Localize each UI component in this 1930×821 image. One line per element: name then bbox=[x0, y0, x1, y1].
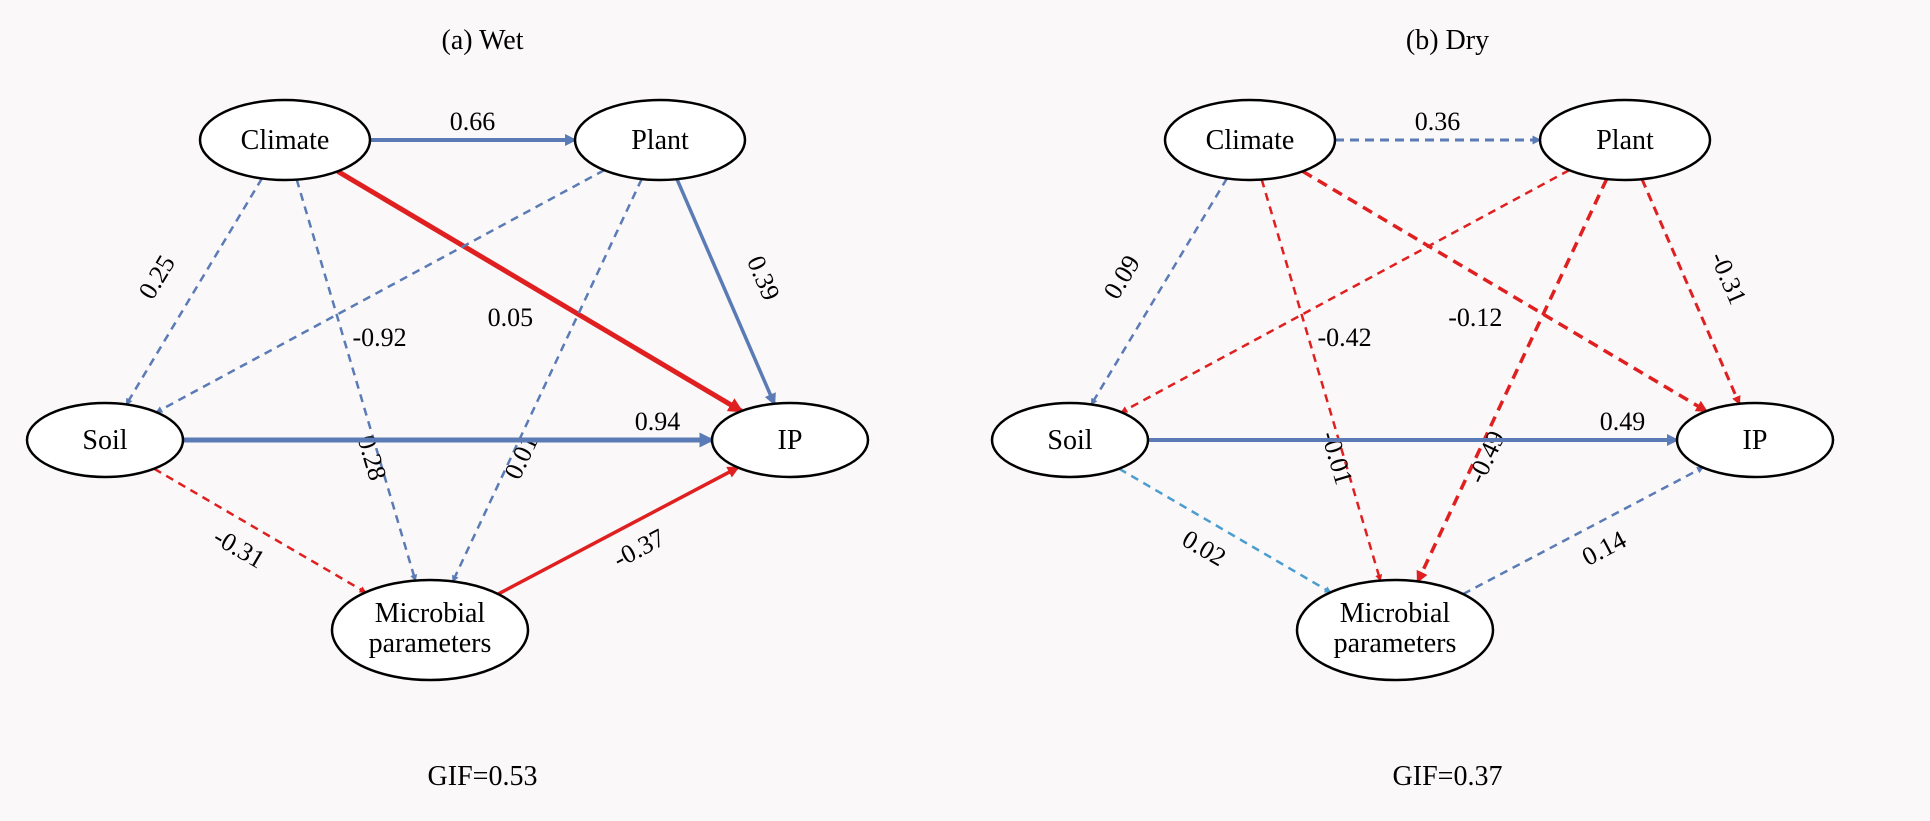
edge-label-plant-ip: 0.39 bbox=[741, 251, 786, 304]
edge-label-soil-microbial: 0.02 bbox=[1177, 524, 1231, 572]
panel-dry-gif: GIF=0.37 bbox=[965, 761, 1930, 793]
edge-label-climate-ip: -0.42 bbox=[1317, 323, 1371, 352]
node-label-plant: Plant bbox=[631, 125, 689, 156]
edges: 0.36 0.09 -0.42 -0.01 -0.31 -0.12 -0.49 0.49 0.0… bbox=[1091, 107, 1752, 594]
edge-label-plant-soil: -0.12 bbox=[1448, 303, 1502, 332]
edge-climate-microbial bbox=[1262, 180, 1381, 581]
edge-label-plant-ip: -0.31 bbox=[1704, 247, 1752, 308]
edge-climate-ip bbox=[338, 171, 742, 411]
node-label-microbial: Microbialparameters bbox=[369, 598, 492, 659]
edge-plant-microbial bbox=[1418, 179, 1607, 581]
edge-label-plant-soil: 0.05 bbox=[488, 303, 534, 332]
diagram-container: (a) Wet 0.660.25-0.920.280.390.050.010.9… bbox=[0, 0, 1930, 821]
edge-microbial-ip bbox=[498, 468, 738, 595]
edge-label-climate-soil: 0.25 bbox=[133, 250, 181, 304]
edge-label-climate-ip: -0.92 bbox=[352, 323, 406, 352]
edge-climate-ip bbox=[1303, 171, 1707, 411]
node-label-soil: Soil bbox=[1047, 425, 1092, 456]
edge-label-soil-ip: 0.94 bbox=[635, 407, 681, 436]
edge-label-soil-microbial: -0.31 bbox=[208, 522, 269, 574]
node-label-climate: Climate bbox=[1206, 125, 1295, 156]
node-label-ip: IP bbox=[1743, 425, 1768, 456]
edges: 0.660.25-0.920.280.390.050.010.94-0.31-0… bbox=[126, 107, 785, 594]
nodes: Climate Plant Soil IP Microbialparameters bbox=[992, 100, 1833, 680]
panel-wet-gif: GIF=0.53 bbox=[0, 761, 965, 793]
edge-climate-microbial bbox=[297, 180, 416, 581]
edge-microbial-ip bbox=[1463, 468, 1703, 595]
panel-dry-svg: 0.36 0.09 -0.42 -0.01 -0.31 -0.12 -0.49 0.49 0.0… bbox=[965, 0, 1930, 821]
edge-plant-microbial bbox=[453, 179, 642, 581]
edge-soil-microbial bbox=[1119, 469, 1330, 593]
nodes: Climate Plant Soil IP Microbialparameters bbox=[27, 100, 868, 680]
node-label-microbial: Microbialparameters bbox=[1334, 598, 1457, 659]
node-label-ip: IP bbox=[778, 425, 803, 456]
edge-soil-microbial bbox=[154, 469, 365, 593]
edge-label-climate-microbial: -0.01 bbox=[1315, 428, 1358, 488]
edge-label-microbial-ip: 0.14 bbox=[1577, 525, 1631, 572]
panel-dry: (b) Dry 0.360.09-0.42-0.01-0.31-0.12-0.4… bbox=[965, 0, 1930, 821]
panel-wet-svg: 0.660.25-0.920.280.390.050.010.94-0.31-0… bbox=[0, 0, 965, 821]
edge-label-climate-soil: 0.09 bbox=[1098, 250, 1146, 304]
node-label-plant: Plant bbox=[1596, 125, 1654, 156]
edge-label-soil-ip: 0.49 bbox=[1600, 407, 1646, 436]
edge-label-climate-plant: 0.36 bbox=[1415, 107, 1461, 136]
node-label-climate: Climate bbox=[241, 125, 330, 156]
panel-wet: (a) Wet 0.660.25-0.920.280.390.050.010.9… bbox=[0, 0, 965, 821]
edge-label-plant-microbial: -0.49 bbox=[1462, 426, 1511, 487]
edge-label-climate-plant: 0.66 bbox=[450, 107, 496, 136]
node-label-soil: Soil bbox=[82, 425, 127, 456]
